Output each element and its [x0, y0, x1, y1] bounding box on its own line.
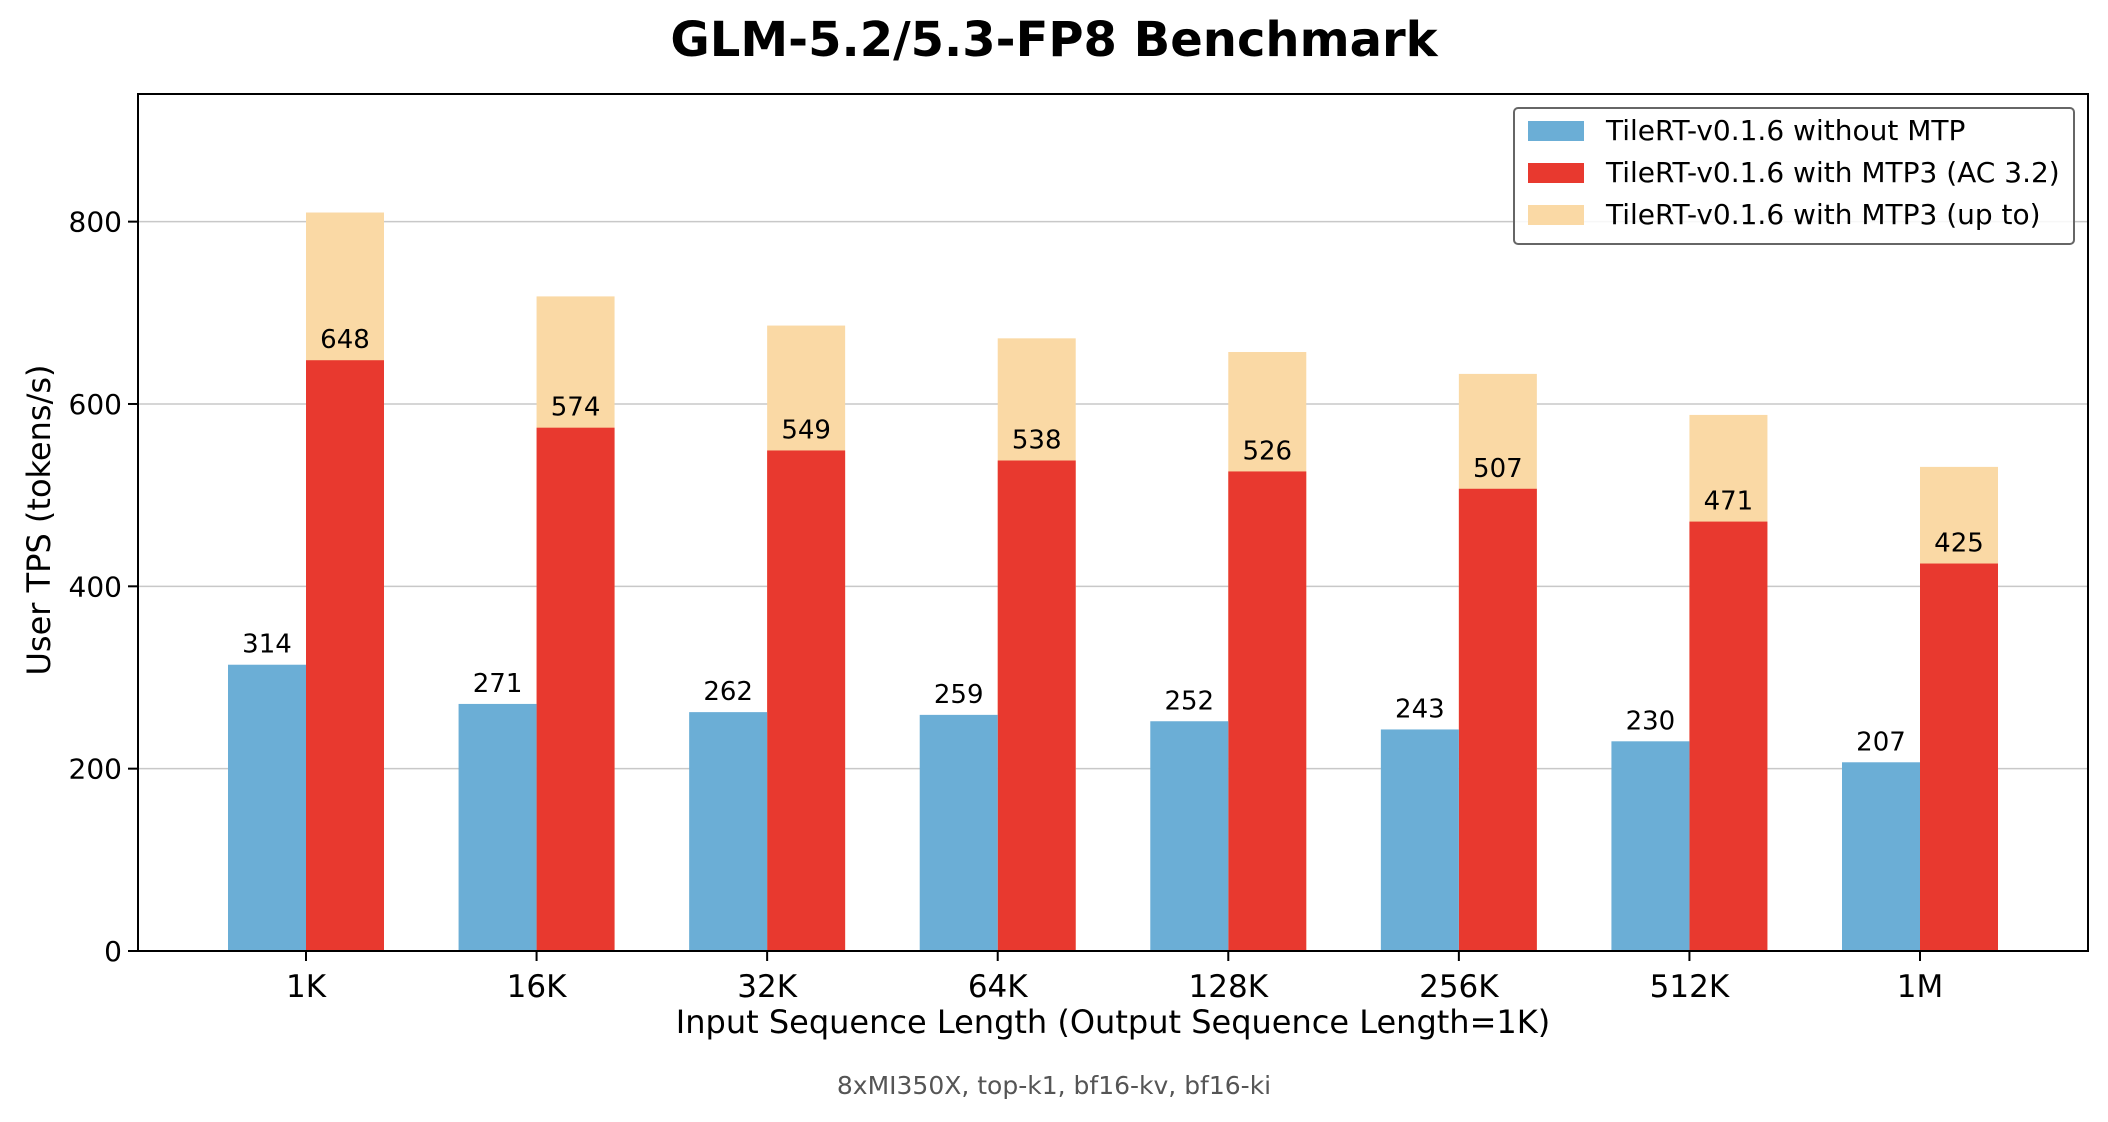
x-tick-label: 256K	[1419, 969, 1499, 1005]
bar-value-label: 538	[1012, 426, 1062, 456]
x-tick-label: 16K	[507, 969, 567, 1005]
bar-without-mtp	[919, 714, 998, 951]
bar-mtp3-ac	[536, 427, 615, 951]
y-tick-label: 200	[69, 753, 122, 786]
bar-value-label: 243	[1395, 694, 1445, 724]
x-tick-label: 32K	[737, 969, 797, 1005]
bar-value-label: 549	[781, 415, 831, 445]
bars	[228, 212, 1998, 952]
bar-value-label: 574	[551, 393, 601, 423]
x-tick-label: 1K	[286, 969, 327, 1005]
bar-mtp3-ac	[767, 450, 846, 951]
bar-without-mtp	[689, 712, 768, 951]
y-tick-label: 800	[69, 206, 122, 239]
legend-items: TileRT-v0.1.6 without MTP TileRT-v0.1.6 w…	[1528, 114, 2060, 231]
plot-area-frame	[137, 93, 2089, 952]
legend-frame	[1513, 107, 2075, 245]
bar-value-label: 507	[1473, 454, 1523, 484]
bar-value-label: 271	[473, 669, 523, 699]
bar-mtp3-ac	[1689, 521, 1768, 951]
x-axis-label: Input Sequence Length (Output Sequence L…	[676, 1003, 1550, 1041]
bar-mtp3-ac	[997, 460, 1076, 951]
bar-value-label: 526	[1242, 436, 1292, 466]
x-tick-label: 128K	[1189, 969, 1269, 1005]
bar-value-label: 207	[1856, 727, 1906, 757]
bar-mtp3-ac	[1458, 488, 1537, 951]
legend-swatch	[1528, 205, 1584, 225]
chart-title: GLM-5.2/5.3-FP8 Benchmark	[670, 12, 1438, 68]
y-tick-label: 600	[69, 388, 122, 421]
legend: TileRT-v0.1.6 without MTP TileRT-v0.1.6 w…	[1513, 107, 2075, 245]
bar-value-labels: 314 648 271 574 262 549 259 538 252 526 243 507 230 4…	[242, 325, 1984, 757]
bar-without-mtp	[228, 664, 306, 951]
y-axis-label: User TPS (tokens/s)	[20, 364, 58, 675]
bar-value-label: 471	[1704, 487, 1754, 517]
legend-label: TileRT-v0.1.6 with MTP3 (up to)	[1605, 198, 2041, 231]
legend-label: TileRT-v0.1.6 without MTP	[1605, 114, 1965, 147]
bar-without-mtp	[1380, 729, 1459, 951]
x-tick-label: 512K	[1650, 969, 1730, 1005]
bar-without-mtp	[1150, 721, 1229, 951]
y-axis-ticks: 0 200 400 600 800	[69, 206, 138, 968]
gridlines	[138, 220, 2088, 770]
bar-value-label: 425	[1934, 529, 1984, 559]
y-tick-label: 400	[69, 570, 122, 603]
bar-value-label: 262	[703, 677, 753, 707]
bar-mtp3-ac	[1920, 563, 1998, 951]
bar-without-mtp	[458, 703, 537, 951]
bar-without-mtp	[1842, 762, 1920, 951]
legend-swatch	[1528, 163, 1584, 183]
legend-swatch	[1528, 121, 1584, 141]
y-tick-label: 0	[104, 935, 122, 968]
bar-value-label: 230	[1626, 706, 1676, 736]
footnote-text: 8xMI350X, top-k1, bf16-kv, bf16-ki	[837, 1071, 1271, 1100]
bar-mtp3-ac	[1228, 471, 1307, 951]
x-tick-label: 64K	[968, 969, 1028, 1005]
bar-mtp3-ac	[306, 360, 384, 951]
x-axis-ticks: 1K 16K 32K 64K 128K 256K 512K 1M	[286, 951, 1943, 1005]
bar-value-label: 259	[934, 680, 984, 710]
bar-value-label: 648	[320, 325, 370, 355]
bar-value-label: 252	[1164, 686, 1214, 716]
x-tick-label: 1M	[1897, 969, 1943, 1005]
bar-without-mtp	[1611, 741, 1690, 951]
bar-value-label: 314	[242, 630, 292, 660]
legend-label: TileRT-v0.1.6 with MTP3 (AC 3.2)	[1605, 156, 2060, 189]
